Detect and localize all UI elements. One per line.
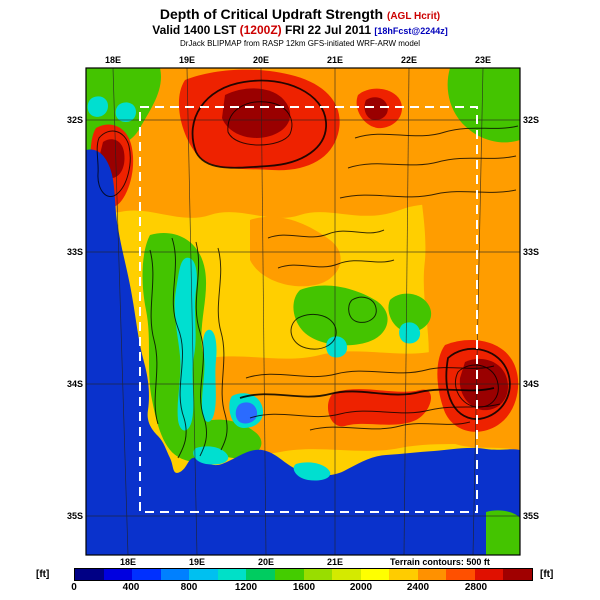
- lat-tick-right: 33S: [523, 247, 540, 257]
- header: Depth of Critical Updraft Strength (AGL …: [0, 6, 600, 48]
- valid-prefix: Valid 1400 LST: [152, 22, 237, 37]
- colorbar-label: 800: [180, 582, 198, 593]
- lon-tick-top: 23E: [474, 55, 492, 65]
- lat-tick-left: 34S: [66, 379, 83, 389]
- colorbar-label: 0: [71, 582, 77, 593]
- title-main: Depth of Critical Updraft Strength: [159, 6, 384, 22]
- lon-tick-top: 20E: [252, 55, 270, 65]
- lat-tick-right: 32S: [523, 115, 540, 125]
- terrain-contours: [96, 101, 519, 459]
- page-title: Depth of Critical Updraft Strength (AGL …: [0, 6, 600, 23]
- valid-date: FRI 22 Jul 2011: [285, 22, 372, 37]
- valid-forecast: [18hFcst@2244z]: [374, 25, 448, 36]
- lat-tick-left: 33S: [66, 247, 83, 257]
- map-border: [85, 67, 521, 556]
- colorbar-label: 2400: [406, 582, 430, 593]
- lon-tick-bottom: 21E: [326, 557, 344, 567]
- lon-tick-top: 18E: [104, 55, 122, 65]
- title-qualifier: (AGL Hcrit): [386, 11, 441, 22]
- valid-zulu: (1200Z): [239, 22, 282, 37]
- colorbar-label: 400: [122, 582, 140, 593]
- ocean-fill: [86, 149, 520, 555]
- lon-tick-top: 19E: [178, 55, 196, 65]
- lon-tick-top: 21E: [326, 55, 344, 65]
- lat-tick-right: 34S: [523, 379, 540, 389]
- blue-spot: [235, 402, 258, 424]
- terrain-contour-note: Terrain contours: 500 ft: [390, 557, 490, 567]
- lat-tick-right: 35S: [523, 511, 540, 521]
- lat-tick-left: 35S: [66, 511, 83, 521]
- inner-domain-box: [139, 106, 478, 513]
- model-line: DrJack BLIPMAP from RASP 12km GFS-initia…: [179, 39, 421, 49]
- colorbar-swatches: [74, 568, 533, 581]
- graticule: [86, 68, 520, 555]
- terrain-contours-index: [191, 79, 511, 420]
- valid-line: Valid 1400 LST (1200Z) FRI 22 Jul 2011 […: [0, 22, 600, 38]
- lon-tick-bottom: 18E: [119, 557, 137, 567]
- colorbar-label: 2000: [349, 582, 373, 593]
- green-corner-patch: [486, 510, 520, 555]
- lon-tick-bottom: 19E: [188, 557, 206, 567]
- lat-tick-left: 32S: [66, 115, 83, 125]
- colorbar-unit-left: [ft]: [36, 569, 50, 580]
- colorbar-label: 1600: [292, 582, 316, 593]
- colorbar-label: 2800: [464, 582, 488, 593]
- lon-tick-bottom: 20E: [257, 557, 275, 567]
- colorbar-unit-right: [ft]: [540, 569, 554, 580]
- colorbar-label: 1200: [234, 582, 258, 593]
- lon-tick-top: 22E: [400, 55, 418, 65]
